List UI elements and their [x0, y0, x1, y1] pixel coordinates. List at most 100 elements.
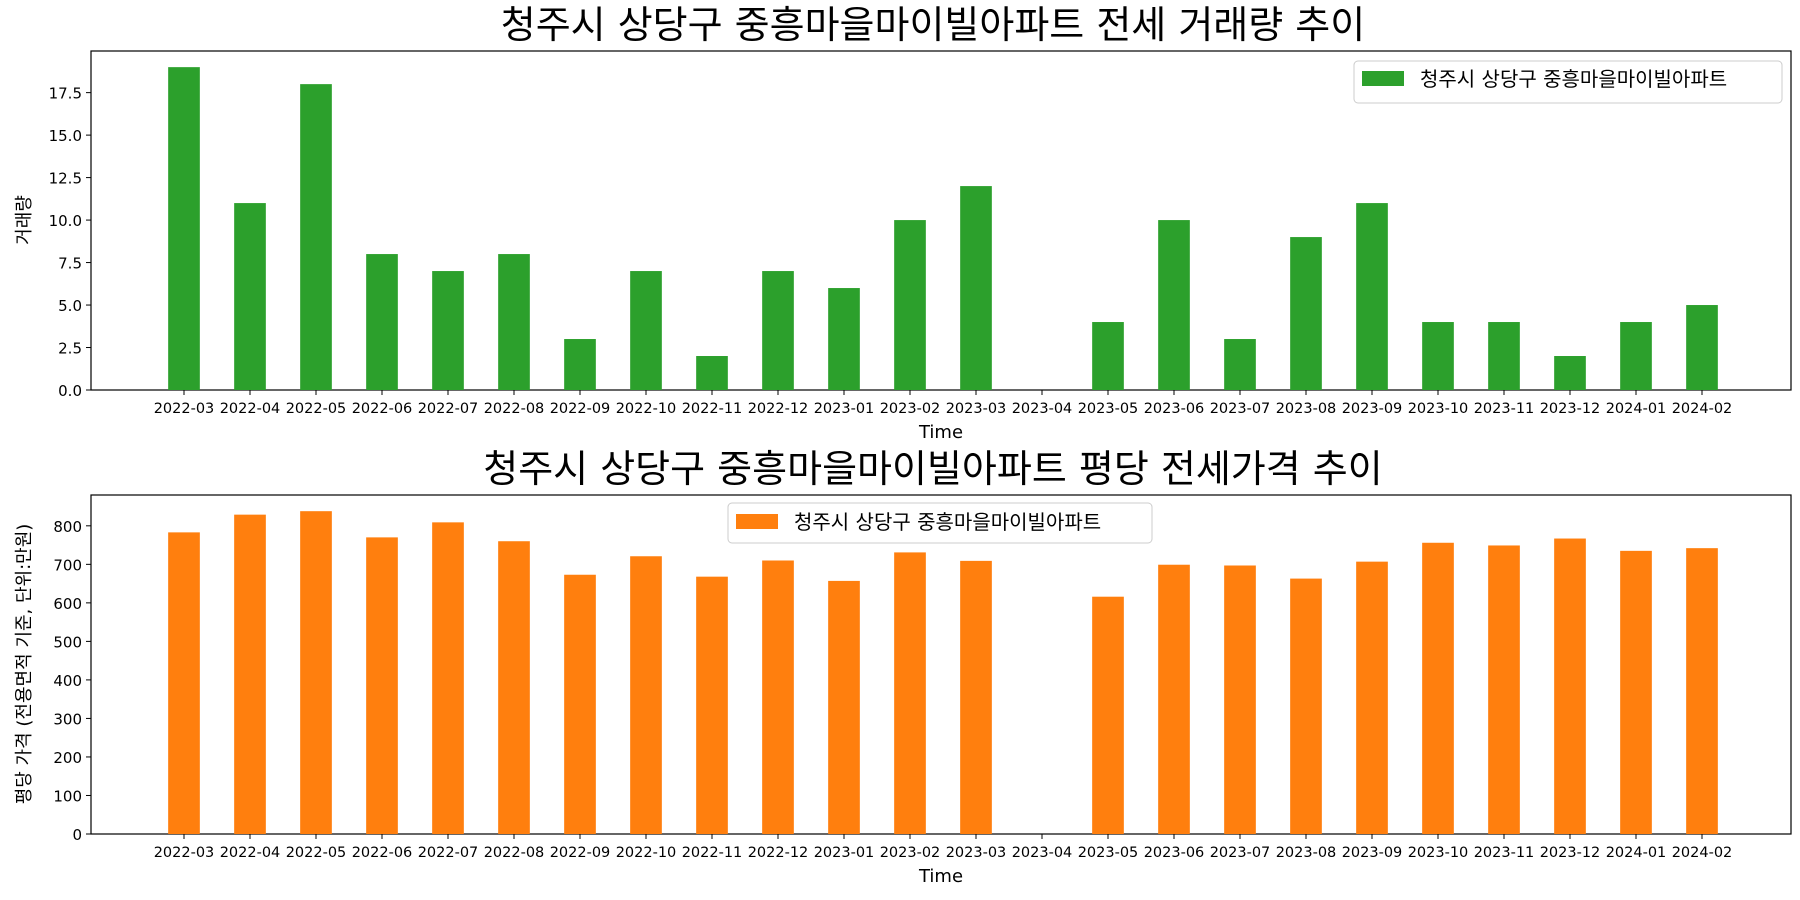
x-tick-label: 2022-09 — [550, 845, 611, 861]
x-tick-label: 2022-05 — [286, 845, 347, 861]
bar-2023-02 — [894, 552, 926, 834]
bar-group — [168, 67, 1718, 391]
x-tick-label: 2022-07 — [418, 401, 479, 417]
x-tick-label: 2023-08 — [1276, 401, 1337, 417]
bar-2022-03 — [168, 67, 200, 391]
x-tick-label: 2023-03 — [946, 401, 1007, 417]
y-tick-label: 800 — [53, 518, 82, 536]
bar-2022-12 — [762, 271, 794, 390]
legend: 청주시 상당구 중흥마을마이빌아파트 — [727, 502, 1153, 544]
y-tick-label: 7.5 — [58, 255, 82, 273]
y-tick-label: 500 — [53, 633, 82, 651]
y-tick-label: 0.0 — [58, 382, 82, 400]
bar-2023-08 — [1290, 237, 1322, 390]
bar-2022-07 — [432, 271, 464, 390]
x-tick-label: 2022-11 — [682, 845, 743, 861]
legend-label: 청주시 상당구 중흥마을마이빌아파트 — [794, 510, 1101, 534]
bar-2022-06 — [366, 537, 398, 834]
bar-2023-05 — [1092, 596, 1124, 834]
x-tick-label: 2023-10 — [1408, 401, 1469, 417]
bar-2022-12 — [762, 560, 794, 834]
legend-box — [1353, 60, 1783, 104]
x-tick-label: 2023-08 — [1276, 845, 1337, 861]
y-tick-label: 300 — [53, 710, 82, 728]
x-tick-label: 2023-05 — [1078, 401, 1139, 417]
x-tick-label: 2023-12 — [1540, 401, 1601, 417]
bar-2022-11 — [696, 356, 728, 390]
bar-2022-08 — [498, 254, 530, 390]
x-tick-label: 2023-01 — [814, 845, 875, 861]
bar-2024-01 — [1620, 550, 1652, 834]
bar-2023-02 — [894, 220, 926, 390]
y-tick-label: 100 — [53, 787, 82, 805]
x-tick-label: 2023-07 — [1210, 845, 1271, 861]
x-tick-label: 2024-01 — [1606, 401, 1667, 417]
x-tick-label: 2023-04 — [1012, 845, 1073, 861]
y-tick-label: 12.5 — [49, 170, 82, 188]
bar-2024-02 — [1686, 548, 1718, 834]
x-tick-label: 2024-02 — [1672, 845, 1733, 861]
x-tick-label: 2023-11 — [1474, 401, 1535, 417]
bar-2022-04 — [234, 203, 266, 390]
y-axis: 0.0 2.5 5.0 7.5 10.0 12.5 15.0 17.5 — [49, 85, 91, 400]
y-tick-label: 15.0 — [49, 127, 82, 145]
x-axis: 2022-03 2022-04 2022-05 2022-06 2022-07 2022-… — [154, 390, 1732, 417]
x-tick-label: 2022-08 — [484, 845, 545, 861]
bar-2022-08 — [498, 541, 530, 834]
chart-price-per-pyeong: 청주시 상당구 중흥마을마이빌아파트 평당 전세가격 추이 0 100 200 300… — [14, 447, 1792, 887]
y-axis: 0 100 200 300 400 500 600 700 800 — [53, 518, 91, 844]
x-tick-label: 2022-03 — [154, 401, 215, 417]
x-tick-label: 2022-09 — [550, 401, 611, 417]
x-tick-label: 2022-12 — [748, 845, 809, 861]
x-tick-label: 2024-01 — [1606, 845, 1667, 861]
bar-group — [168, 511, 1718, 834]
x-tick-label: 2022-04 — [220, 845, 281, 861]
bar-2022-05 — [300, 84, 332, 390]
bar-2023-10 — [1422, 322, 1454, 390]
x-tick-label: 2023-07 — [1210, 401, 1271, 417]
x-tick-label: 2022-06 — [352, 401, 413, 417]
x-axis-label: Time — [918, 422, 963, 443]
bar-2023-12 — [1554, 356, 1586, 390]
bar-2023-03 — [960, 560, 992, 834]
legend-label: 청주시 상당구 중흥마을마이빌아파트 — [1420, 67, 1727, 91]
bar-2023-06 — [1158, 564, 1190, 834]
y-tick-label: 5.0 — [58, 297, 82, 315]
bar-2022-11 — [696, 576, 728, 834]
x-tick-label: 2022-12 — [748, 401, 809, 417]
bar-2023-01 — [828, 288, 860, 390]
y-tick-label: 700 — [53, 556, 82, 574]
x-axis-label: Time — [918, 866, 963, 887]
chart-title: 청주시 상당구 중흥마을마이빌아파트 전세 거래량 추이 — [501, 3, 1365, 47]
x-tick-label: 2022-07 — [418, 845, 479, 861]
x-tick-label: 2023-05 — [1078, 845, 1139, 861]
bar-2022-10 — [630, 556, 662, 834]
bar-2022-07 — [432, 522, 464, 834]
chart-title: 청주시 상당구 중흥마을마이빌아파트 평당 전세가격 추이 — [483, 447, 1382, 491]
x-tick-label: 2023-09 — [1342, 401, 1403, 417]
x-tick-label: 2023-02 — [880, 401, 941, 417]
y-tick-label: 17.5 — [49, 85, 82, 103]
bar-2022-10 — [630, 271, 662, 390]
bar-2023-07 — [1224, 565, 1256, 834]
bar-2023-01 — [828, 580, 860, 834]
x-tick-label: 2023-03 — [946, 845, 1007, 861]
bar-2023-12 — [1554, 538, 1586, 834]
x-tick-label: 2022-06 — [352, 845, 413, 861]
x-tick-label: 2023-04 — [1012, 401, 1073, 417]
bar-2024-02 — [1686, 305, 1718, 390]
bar-2022-06 — [366, 254, 398, 390]
x-tick-label: 2022-04 — [220, 401, 281, 417]
x-tick-label: 2023-02 — [880, 845, 941, 861]
y-tick-label: 2.5 — [58, 340, 82, 358]
x-tick-label: 2023-12 — [1540, 845, 1601, 861]
x-axis: 2022-03 2022-04 2022-05 2022-06 2022-07 2022-… — [154, 834, 1733, 861]
bar-2022-09 — [564, 574, 596, 834]
bar-2023-05 — [1092, 322, 1124, 390]
bar-2023-06 — [1158, 220, 1190, 390]
x-tick-label: 2022-08 — [484, 401, 545, 417]
bar-2023-08 — [1290, 578, 1322, 834]
y-axis-label: 거래량 — [14, 195, 35, 245]
bar-2023-09 — [1356, 203, 1388, 390]
